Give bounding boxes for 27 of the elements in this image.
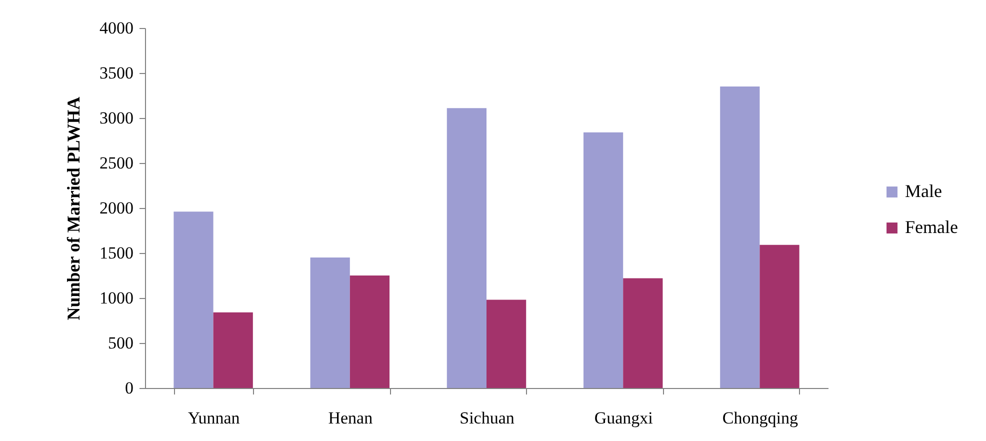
bar (213, 312, 253, 388)
legend-label: Female (905, 217, 958, 237)
y-tick-label: 4000 (100, 18, 134, 38)
bar (446, 108, 486, 388)
bar (310, 258, 350, 388)
bar (174, 212, 214, 388)
bar (583, 132, 624, 388)
y-tick-label: 1000 (100, 288, 134, 308)
x-tick-label: Sichuan (460, 408, 515, 428)
x-tick-label: Chongqing (722, 408, 798, 428)
bar (486, 300, 526, 388)
x-tick-label: Yunnan (188, 408, 240, 428)
y-tick-label: 1500 (100, 244, 134, 262)
legend-label: Male (905, 181, 942, 201)
y-tick-label: 3000 (100, 108, 134, 128)
x-tick-label: Henan (328, 408, 374, 428)
y-tick-label: 0 (125, 378, 134, 398)
bar (623, 278, 663, 388)
bar (350, 276, 390, 388)
y-tick-label: 2500 (100, 154, 134, 172)
y-axis-title: Number of Married PLWHA (64, 96, 84, 320)
x-tick-label: Guangxi (594, 408, 654, 428)
y-tick-label: 2000 (100, 198, 134, 218)
bar (760, 244, 800, 388)
bar (720, 86, 760, 388)
y-tick-label: 3500 (100, 64, 134, 82)
y-tick-label: 500 (108, 334, 134, 352)
